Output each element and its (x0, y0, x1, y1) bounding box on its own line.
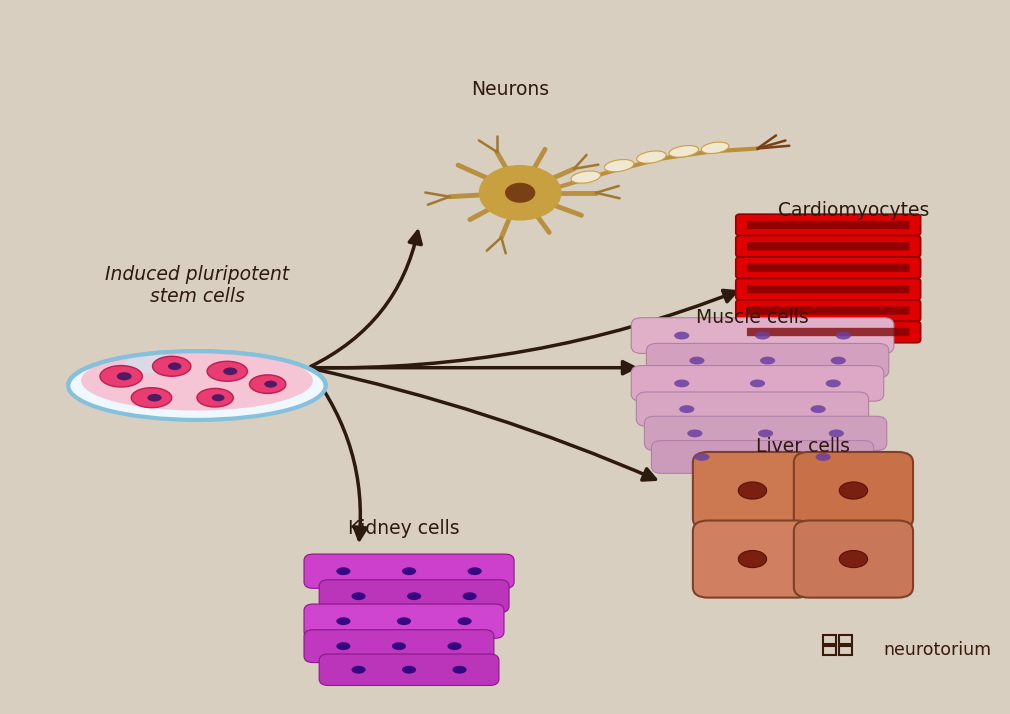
Ellipse shape (701, 142, 729, 154)
FancyBboxPatch shape (644, 416, 887, 451)
Ellipse shape (690, 356, 705, 364)
Ellipse shape (223, 368, 237, 375)
FancyBboxPatch shape (693, 452, 812, 529)
Ellipse shape (835, 331, 850, 340)
Ellipse shape (336, 617, 350, 625)
FancyBboxPatch shape (794, 452, 913, 529)
FancyBboxPatch shape (747, 306, 909, 315)
Ellipse shape (830, 356, 846, 364)
Ellipse shape (69, 351, 325, 420)
Ellipse shape (604, 159, 634, 172)
FancyBboxPatch shape (651, 441, 874, 473)
Ellipse shape (212, 394, 224, 401)
Ellipse shape (351, 593, 366, 600)
Ellipse shape (392, 643, 406, 650)
FancyBboxPatch shape (631, 366, 884, 401)
Ellipse shape (679, 406, 695, 413)
Ellipse shape (131, 388, 172, 408)
Ellipse shape (207, 361, 247, 381)
Ellipse shape (688, 429, 703, 437)
FancyBboxPatch shape (304, 630, 494, 663)
Ellipse shape (397, 617, 411, 625)
FancyBboxPatch shape (304, 554, 514, 588)
FancyBboxPatch shape (735, 214, 921, 236)
Ellipse shape (738, 550, 767, 568)
Text: Cardiomyocytes: Cardiomyocytes (778, 201, 929, 220)
Ellipse shape (402, 665, 416, 674)
Ellipse shape (810, 406, 826, 413)
Ellipse shape (463, 593, 477, 600)
FancyBboxPatch shape (319, 580, 509, 613)
Ellipse shape (351, 665, 366, 674)
Ellipse shape (839, 550, 868, 568)
Ellipse shape (447, 643, 462, 650)
Ellipse shape (479, 165, 562, 221)
Text: Liver cells: Liver cells (755, 437, 850, 456)
Ellipse shape (839, 482, 868, 499)
Ellipse shape (468, 567, 482, 575)
Ellipse shape (265, 381, 277, 388)
FancyBboxPatch shape (747, 285, 909, 293)
Text: neurotorium: neurotorium (884, 640, 992, 659)
Ellipse shape (336, 643, 350, 650)
Ellipse shape (402, 567, 416, 575)
FancyBboxPatch shape (735, 321, 921, 343)
Ellipse shape (124, 355, 189, 373)
Ellipse shape (458, 617, 472, 625)
FancyBboxPatch shape (747, 328, 909, 336)
FancyBboxPatch shape (646, 343, 889, 378)
Ellipse shape (452, 665, 467, 674)
Ellipse shape (168, 363, 182, 370)
Text: Induced pluripotent
stem cells: Induced pluripotent stem cells (105, 265, 289, 306)
Ellipse shape (571, 171, 601, 183)
FancyBboxPatch shape (631, 318, 894, 353)
FancyBboxPatch shape (735, 257, 921, 278)
FancyBboxPatch shape (747, 242, 909, 251)
FancyBboxPatch shape (304, 604, 504, 638)
Ellipse shape (695, 453, 710, 461)
Text: Kidney cells: Kidney cells (348, 519, 460, 538)
Text: Muscle cells: Muscle cells (696, 308, 809, 327)
FancyBboxPatch shape (735, 236, 921, 257)
FancyBboxPatch shape (794, 521, 913, 598)
FancyBboxPatch shape (319, 654, 499, 685)
Ellipse shape (758, 429, 774, 437)
Ellipse shape (153, 356, 191, 376)
FancyBboxPatch shape (747, 263, 909, 272)
Ellipse shape (505, 183, 535, 203)
Ellipse shape (336, 567, 350, 575)
Ellipse shape (675, 380, 690, 387)
FancyBboxPatch shape (747, 221, 909, 229)
Ellipse shape (816, 453, 830, 461)
FancyBboxPatch shape (735, 278, 921, 300)
Ellipse shape (81, 351, 313, 411)
Ellipse shape (100, 366, 142, 387)
Ellipse shape (147, 394, 162, 401)
Ellipse shape (117, 372, 131, 381)
Ellipse shape (760, 356, 776, 364)
Ellipse shape (828, 429, 844, 437)
Ellipse shape (197, 388, 233, 407)
Ellipse shape (407, 593, 421, 600)
FancyBboxPatch shape (735, 300, 921, 321)
Ellipse shape (675, 331, 690, 340)
Ellipse shape (826, 380, 840, 387)
Ellipse shape (749, 380, 766, 387)
Ellipse shape (669, 146, 699, 157)
Ellipse shape (636, 151, 667, 164)
Ellipse shape (738, 482, 767, 499)
Ellipse shape (754, 331, 770, 340)
FancyBboxPatch shape (693, 521, 812, 598)
Ellipse shape (249, 375, 286, 393)
Text: Neurons: Neurons (471, 80, 549, 99)
FancyBboxPatch shape (636, 392, 869, 426)
